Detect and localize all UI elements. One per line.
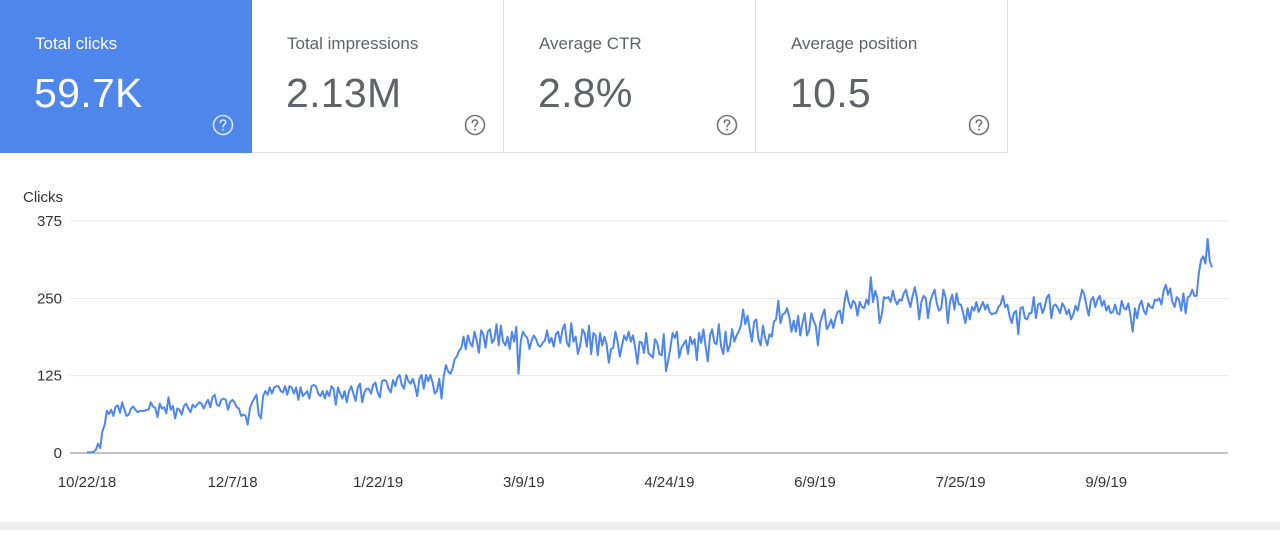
x-tick-label: 7/25/19 xyxy=(936,474,986,491)
metric-card-label: Total clicks xyxy=(35,34,118,53)
metric-cards: Total clicks 59.7K Total impressions 2.1… xyxy=(0,0,1010,154)
series-line xyxy=(87,237,1213,454)
y-axis-label: Clicks xyxy=(23,189,63,206)
x-tick-label: 10/22/18 xyxy=(58,474,116,491)
bottom-shade xyxy=(0,522,1280,530)
metric-card-average-position[interactable]: Average position 10.5 xyxy=(756,0,1008,153)
metric-card-average-ctr[interactable]: Average CTR 2.8% xyxy=(504,0,756,153)
y-tick-label: 125 xyxy=(37,368,62,385)
metric-card-value: 59.7K xyxy=(34,70,143,116)
x-axis-ticks: 10/22/18 12/7/18 1/22/19 3/9/19 4/24/19 6/9/1… xyxy=(58,474,1127,491)
x-tick-label: 6/9/19 xyxy=(794,474,836,491)
y-axis-ticks: 0 125 250 375 xyxy=(37,213,62,462)
x-tick-label: 4/24/19 xyxy=(644,474,694,491)
metric-card-value: 2.13M xyxy=(286,70,402,116)
clicks-chart: 0 125 250 375 10/22/18 12/7/18 1/22/19 3/9/19 4… xyxy=(0,154,1280,530)
help-circle-icon[interactable] xyxy=(968,114,990,136)
clicks-line-chart: 0 125 250 375 10/22/18 12/7/18 1/22/19 3/9/19 4… xyxy=(23,189,1228,491)
x-tick-label: 3/9/19 xyxy=(503,474,545,491)
metric-card-total-clicks[interactable]: Total clicks 59.7K xyxy=(0,0,252,153)
metric-card-label: Average CTR xyxy=(539,34,642,53)
header-blank-area xyxy=(1010,0,1280,154)
x-tick-label: 12/7/18 xyxy=(208,474,258,491)
x-tick-label: 9/9/19 xyxy=(1085,474,1127,491)
help-circle-icon[interactable] xyxy=(716,114,738,136)
gridlines xyxy=(70,220,1228,454)
y-tick-label: 0 xyxy=(54,445,62,462)
metric-card-value: 10.5 xyxy=(790,70,871,116)
y-tick-label: 250 xyxy=(37,290,62,307)
y-tick-label: 375 xyxy=(37,213,62,230)
metric-card-value: 2.8% xyxy=(538,70,633,116)
metric-card-label: Average position xyxy=(791,34,918,53)
metric-card-label: Total impressions xyxy=(287,34,419,53)
series-layer xyxy=(87,237,1213,454)
help-circle-icon[interactable] xyxy=(464,114,486,136)
metric-card-total-impressions[interactable]: Total impressions 2.13M xyxy=(252,0,504,153)
help-circle-icon[interactable] xyxy=(212,114,234,136)
x-tick-label: 1/22/19 xyxy=(353,474,403,491)
